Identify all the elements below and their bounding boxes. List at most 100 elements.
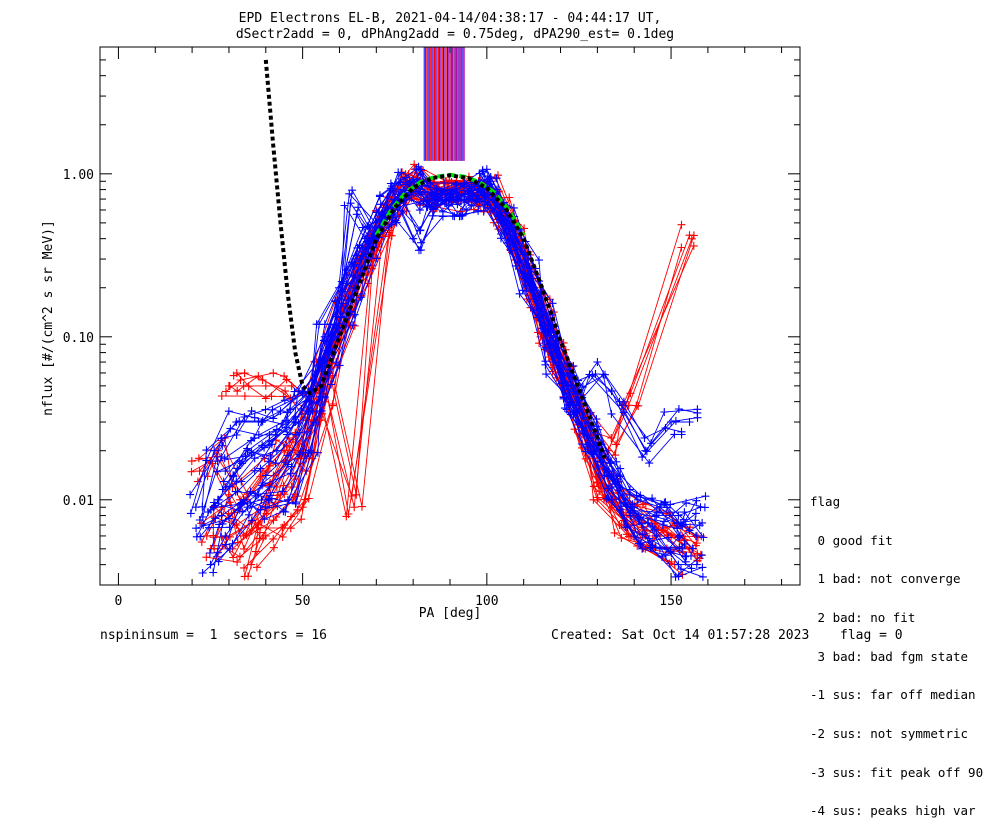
x-tick-label: 0 bbox=[115, 594, 123, 609]
data-point bbox=[225, 382, 234, 390]
data-point bbox=[409, 234, 418, 243]
data-point bbox=[699, 533, 708, 542]
data-point bbox=[261, 531, 270, 540]
data-point bbox=[280, 396, 289, 405]
data-point bbox=[677, 243, 686, 252]
legend-title: flag bbox=[810, 493, 841, 509]
data-point bbox=[493, 185, 502, 194]
data-point bbox=[217, 532, 226, 541]
data-point bbox=[286, 405, 295, 414]
data-point bbox=[260, 443, 269, 452]
data-point bbox=[688, 544, 697, 553]
data-point bbox=[674, 532, 683, 541]
data-point bbox=[379, 210, 388, 219]
data-point bbox=[278, 487, 287, 496]
legend-item: -2 sus: not symmetric bbox=[810, 726, 969, 742]
data-point bbox=[229, 553, 238, 562]
data-point bbox=[265, 461, 274, 470]
data-point bbox=[482, 165, 491, 174]
data-point bbox=[307, 448, 316, 457]
sweep-line bbox=[224, 180, 701, 517]
data-point bbox=[638, 530, 647, 539]
data-point bbox=[229, 472, 238, 481]
data-point bbox=[268, 405, 277, 414]
data-point bbox=[698, 518, 707, 527]
data-point bbox=[221, 483, 230, 492]
data-point bbox=[401, 173, 410, 182]
data-point bbox=[507, 223, 516, 232]
data-point bbox=[580, 429, 589, 438]
data-point bbox=[604, 472, 613, 481]
data-point bbox=[246, 498, 255, 507]
data-point bbox=[225, 482, 234, 491]
legend: flag 0 good fit 1 bad: not converge 2 ba… bbox=[810, 470, 983, 831]
data-point bbox=[221, 540, 230, 549]
data-point bbox=[358, 502, 366, 511]
data-point bbox=[232, 431, 241, 439]
data-point bbox=[615, 521, 624, 529]
data-point bbox=[250, 454, 259, 463]
data-point bbox=[281, 458, 290, 467]
data-point bbox=[210, 446, 219, 455]
data-point bbox=[601, 370, 609, 379]
data-point bbox=[462, 205, 471, 214]
data-point bbox=[562, 380, 571, 389]
data-point bbox=[681, 557, 690, 566]
data-point bbox=[657, 500, 666, 509]
data-point bbox=[560, 404, 569, 413]
data-point bbox=[286, 469, 295, 478]
data-point bbox=[194, 454, 203, 463]
data-point bbox=[240, 369, 249, 378]
chart: EPD Electrons EL-B, 2021-04-14/04:38:17 … bbox=[41, 11, 801, 621]
data-point bbox=[352, 490, 361, 499]
y-axis-label: nflux [#/(cm^2 s sr MeV)] bbox=[41, 220, 56, 416]
data-point bbox=[520, 224, 529, 233]
data-point bbox=[358, 223, 367, 232]
data-point bbox=[213, 467, 222, 476]
footer-created: Created: Sat Oct 14 01:57:28 2023 bbox=[551, 628, 810, 643]
data-point bbox=[235, 552, 244, 561]
data-point bbox=[192, 524, 201, 533]
sweep-line bbox=[210, 194, 682, 511]
data-point bbox=[634, 515, 643, 524]
data-point bbox=[252, 563, 261, 572]
legend-item: -1 sus: far off median bbox=[810, 687, 976, 703]
data-point bbox=[307, 397, 316, 405]
sweep-line bbox=[217, 169, 696, 524]
data-point bbox=[235, 417, 244, 426]
data-point bbox=[674, 405, 683, 413]
data-point bbox=[232, 369, 241, 378]
data-point bbox=[241, 452, 250, 461]
data-point bbox=[638, 544, 647, 553]
data-point bbox=[460, 190, 469, 199]
data-point bbox=[289, 435, 298, 444]
data-point bbox=[460, 179, 469, 188]
data-point bbox=[261, 405, 270, 414]
data-point bbox=[468, 191, 477, 200]
data-point bbox=[647, 439, 656, 448]
data-point bbox=[225, 545, 234, 553]
data-point bbox=[222, 387, 230, 396]
data-point bbox=[209, 568, 218, 577]
data-point bbox=[237, 459, 246, 468]
data-point bbox=[430, 188, 439, 196]
data-point bbox=[423, 203, 432, 211]
data-point bbox=[693, 413, 702, 422]
data-point bbox=[658, 521, 667, 529]
data-point bbox=[607, 434, 616, 442]
data-point bbox=[593, 493, 602, 502]
data-point bbox=[691, 509, 700, 518]
data-point bbox=[214, 495, 223, 504]
x-tick-label: 150 bbox=[659, 594, 682, 609]
data-point bbox=[217, 434, 226, 443]
data-point bbox=[559, 394, 568, 403]
data-point bbox=[251, 547, 260, 556]
data-point bbox=[612, 440, 621, 449]
data-point bbox=[225, 514, 233, 523]
data-point bbox=[226, 424, 235, 433]
data-point bbox=[265, 441, 274, 450]
data-point bbox=[515, 289, 524, 298]
data-point bbox=[619, 397, 628, 406]
data-point bbox=[666, 500, 675, 509]
data-point bbox=[257, 418, 266, 427]
